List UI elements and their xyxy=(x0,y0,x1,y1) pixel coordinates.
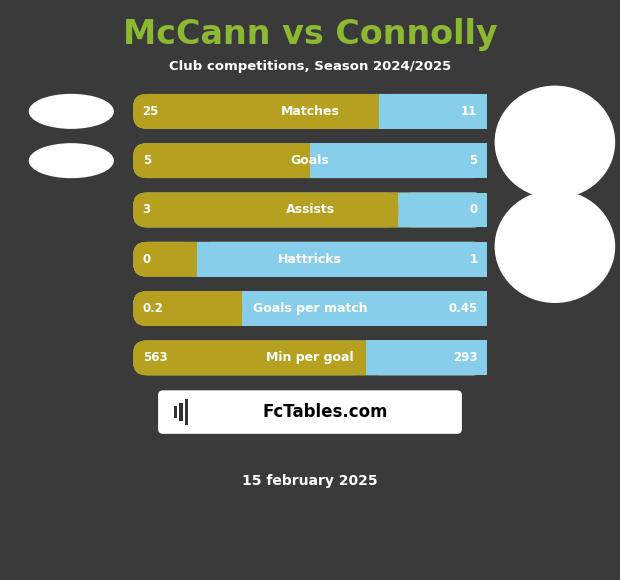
Text: Assists: Assists xyxy=(285,204,335,216)
Bar xyxy=(197,242,487,277)
FancyBboxPatch shape xyxy=(133,340,366,375)
FancyBboxPatch shape xyxy=(133,143,487,178)
FancyBboxPatch shape xyxy=(242,291,487,326)
Text: 0: 0 xyxy=(469,204,477,216)
Bar xyxy=(366,340,487,375)
FancyBboxPatch shape xyxy=(366,340,487,375)
Text: 25: 25 xyxy=(143,105,159,118)
FancyBboxPatch shape xyxy=(133,340,487,375)
Text: 5: 5 xyxy=(143,154,151,167)
Bar xyxy=(179,403,183,421)
Text: 293: 293 xyxy=(453,351,477,364)
FancyBboxPatch shape xyxy=(133,193,399,227)
Circle shape xyxy=(496,87,614,197)
FancyBboxPatch shape xyxy=(379,94,487,129)
FancyBboxPatch shape xyxy=(133,340,487,375)
Text: 11: 11 xyxy=(461,105,477,118)
FancyBboxPatch shape xyxy=(399,193,487,227)
Text: 563: 563 xyxy=(143,351,167,364)
FancyBboxPatch shape xyxy=(133,242,487,277)
Ellipse shape xyxy=(29,144,113,177)
Text: 0.2: 0.2 xyxy=(143,302,164,315)
FancyBboxPatch shape xyxy=(133,143,310,178)
FancyBboxPatch shape xyxy=(133,291,487,326)
FancyBboxPatch shape xyxy=(133,291,487,326)
Bar xyxy=(242,291,487,326)
FancyBboxPatch shape xyxy=(197,242,487,277)
Text: Matches: Matches xyxy=(281,105,339,118)
Text: 1: 1 xyxy=(469,253,477,266)
Circle shape xyxy=(496,191,614,302)
Text: Min per goal: Min per goal xyxy=(266,351,354,364)
Text: McCann vs Connolly: McCann vs Connolly xyxy=(123,19,497,51)
Text: Goals per match: Goals per match xyxy=(253,302,367,315)
Bar xyxy=(185,399,188,425)
FancyBboxPatch shape xyxy=(158,390,462,434)
FancyBboxPatch shape xyxy=(133,94,487,129)
FancyBboxPatch shape xyxy=(133,143,487,178)
Text: 5: 5 xyxy=(469,154,477,167)
Text: 0.45: 0.45 xyxy=(448,302,477,315)
Bar xyxy=(399,193,487,227)
FancyBboxPatch shape xyxy=(133,94,379,129)
FancyBboxPatch shape xyxy=(133,291,242,326)
Ellipse shape xyxy=(29,95,113,128)
FancyBboxPatch shape xyxy=(133,242,197,277)
Text: Hattricks: Hattricks xyxy=(278,253,342,266)
Text: Goals: Goals xyxy=(291,154,329,167)
Text: 3: 3 xyxy=(143,204,151,216)
Bar xyxy=(174,406,177,418)
FancyBboxPatch shape xyxy=(133,193,487,227)
Bar xyxy=(379,94,487,129)
FancyBboxPatch shape xyxy=(133,193,487,227)
Text: Club competitions, Season 2024/2025: Club competitions, Season 2024/2025 xyxy=(169,60,451,73)
FancyBboxPatch shape xyxy=(310,143,487,178)
Text: FcTables.com: FcTables.com xyxy=(262,403,388,421)
Bar xyxy=(310,143,487,178)
Text: 0: 0 xyxy=(143,253,151,266)
Text: 15 february 2025: 15 february 2025 xyxy=(242,474,378,488)
FancyBboxPatch shape xyxy=(133,94,487,129)
FancyBboxPatch shape xyxy=(133,242,487,277)
